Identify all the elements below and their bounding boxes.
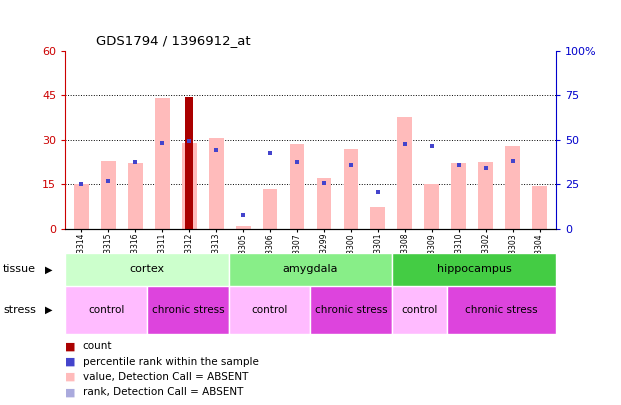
Bar	[505, 146, 520, 229]
Bar	[209, 138, 224, 229]
Text: hippocampus: hippocampus	[437, 264, 512, 274]
Text: ■: ■	[65, 357, 76, 367]
Text: tissue: tissue	[3, 264, 36, 274]
Text: GDS1794 / 1396912_at: GDS1794 / 1396912_at	[96, 34, 251, 47]
Text: amygdala: amygdala	[283, 264, 338, 274]
Bar	[263, 189, 278, 229]
Bar	[147, 286, 229, 334]
Bar	[392, 253, 556, 286]
Bar	[424, 184, 439, 229]
Bar	[155, 98, 170, 229]
Text: ▶: ▶	[45, 305, 52, 315]
Text: chronic stress: chronic stress	[152, 305, 224, 315]
Bar	[392, 286, 446, 334]
Bar	[182, 143, 197, 229]
Bar	[446, 286, 556, 334]
Bar	[128, 164, 143, 229]
Bar	[371, 207, 385, 229]
Text: cortex: cortex	[129, 264, 165, 274]
Text: chronic stress: chronic stress	[315, 305, 388, 315]
Text: ■: ■	[65, 388, 76, 397]
Bar	[397, 117, 412, 229]
Text: control: control	[252, 305, 288, 315]
Bar	[186, 97, 193, 229]
Text: chronic stress: chronic stress	[465, 305, 538, 315]
Text: rank, Detection Call = ABSENT: rank, Detection Call = ABSENT	[83, 388, 243, 397]
Text: control: control	[88, 305, 124, 315]
Bar	[289, 144, 304, 229]
Bar	[532, 186, 547, 229]
Bar	[343, 149, 358, 229]
Bar	[478, 162, 493, 229]
Bar	[65, 253, 229, 286]
Bar	[74, 184, 89, 229]
Text: ▶: ▶	[45, 264, 52, 274]
Text: ■: ■	[65, 341, 76, 351]
Text: percentile rank within the sample: percentile rank within the sample	[83, 357, 258, 367]
Bar	[65, 286, 147, 334]
Bar	[236, 226, 250, 229]
Bar	[101, 160, 116, 229]
Text: value, Detection Call = ABSENT: value, Detection Call = ABSENT	[83, 372, 248, 382]
Bar	[317, 178, 332, 229]
Bar	[451, 164, 466, 229]
Bar	[229, 253, 392, 286]
Bar	[229, 286, 310, 334]
Bar	[310, 286, 392, 334]
Text: count: count	[83, 341, 112, 351]
Text: control: control	[401, 305, 438, 315]
Text: ■: ■	[65, 372, 76, 382]
Text: stress: stress	[3, 305, 36, 315]
